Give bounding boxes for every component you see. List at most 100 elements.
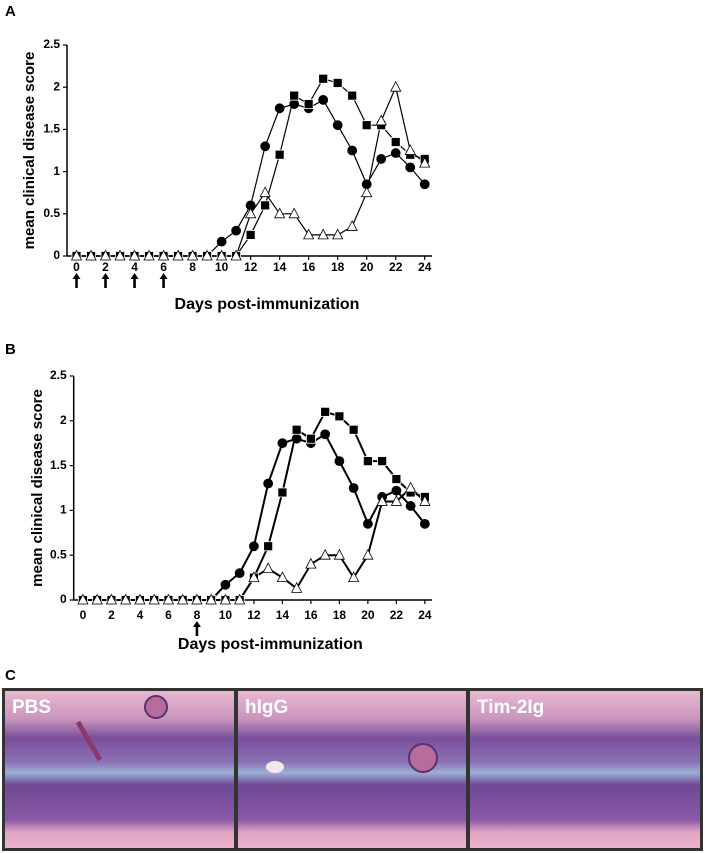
x-tick-label: 6: [165, 608, 172, 622]
point: [201, 249, 213, 261]
point: [404, 144, 416, 155]
point: [404, 481, 417, 493]
x-axis-title: Days post-immunization: [178, 636, 363, 653]
y-tick-label: 0: [60, 592, 67, 606]
point: [291, 433, 302, 444]
point: [290, 581, 303, 593]
x-tick-label: 4: [131, 260, 138, 274]
y-axis-title: mean clinical disease score: [21, 52, 38, 250]
point: [333, 548, 346, 560]
point: [390, 148, 401, 158]
point: [191, 593, 203, 605]
point: [77, 593, 89, 605]
point: [91, 593, 103, 605]
point: [128, 249, 141, 261]
point: [245, 229, 256, 240]
point: [260, 200, 271, 211]
x-tick-label: 6: [160, 260, 167, 274]
x-tick-label: 18: [331, 260, 345, 274]
y-tick-label: 2.5: [43, 37, 60, 51]
point: [262, 562, 274, 574]
point: [348, 483, 359, 493]
point: [320, 406, 331, 417]
x-tick-label: 14: [273, 260, 287, 274]
panel-label: C: [5, 667, 16, 684]
point: [289, 99, 300, 109]
y-tick-label: 0: [53, 248, 60, 262]
point: [390, 495, 403, 506]
point: [148, 593, 160, 605]
point: [276, 571, 289, 582]
point: [419, 518, 430, 529]
image-label: Tim-2Ig: [477, 697, 544, 718]
x-tick-label: 12: [244, 260, 258, 274]
arrow: [159, 273, 168, 288]
histology-panels: PBS hIgG Tim-2Ig: [2, 688, 703, 851]
point: [274, 149, 285, 160]
x-tick-label: 4: [137, 608, 144, 622]
point: [216, 236, 227, 247]
point: [288, 207, 300, 219]
point: [391, 485, 402, 496]
y-tick-label: 2: [53, 79, 60, 93]
x-tick-label: 10: [219, 608, 233, 622]
point: [234, 593, 246, 605]
panel-label: A: [5, 3, 16, 20]
point: [259, 186, 271, 198]
point: [361, 186, 373, 198]
point: [376, 154, 387, 164]
point: [347, 571, 360, 582]
point: [347, 145, 358, 156]
arrow: [101, 273, 110, 288]
x-tick-label: 20: [361, 608, 375, 622]
y-tick-label: 0.5: [50, 547, 67, 561]
y-tick-label: 1.5: [43, 122, 60, 136]
y-tick-label: 2: [60, 413, 67, 427]
point: [177, 593, 189, 605]
point: [375, 114, 387, 126]
point: [215, 249, 228, 261]
y-tick-label: 1.5: [50, 458, 67, 472]
point: [318, 94, 329, 105]
point: [405, 501, 416, 511]
point: [362, 518, 373, 529]
point: [277, 487, 288, 498]
point: [289, 90, 300, 101]
image-label: hIgG: [245, 697, 288, 718]
point: [390, 80, 402, 92]
arrow: [72, 273, 81, 288]
y-axis-title: mean clinical disease score: [29, 389, 46, 587]
point: [346, 220, 358, 231]
point: [390, 137, 401, 147]
arrow: [192, 621, 201, 636]
point: [291, 424, 302, 435]
point: [162, 593, 175, 605]
series-line: [76, 78, 425, 257]
point: [249, 541, 259, 552]
x-tick-label: 16: [302, 260, 316, 274]
x-tick-label: 0: [73, 260, 80, 274]
x-tick-label: 12: [247, 608, 261, 622]
histology-image: [5, 691, 234, 848]
point: [234, 568, 245, 579]
point: [263, 541, 274, 552]
point: [186, 249, 199, 261]
point: [405, 162, 416, 173]
y-tick-label: 0.5: [43, 206, 60, 220]
point: [305, 433, 316, 444]
point: [303, 99, 314, 109]
x-tick-label: 22: [390, 608, 404, 622]
point: [376, 495, 388, 506]
x-tick-label: 16: [304, 608, 318, 622]
x-tick-label: 24: [418, 260, 432, 274]
point: [332, 120, 343, 131]
point: [348, 424, 359, 435]
point: [143, 249, 155, 261]
point: [361, 120, 372, 131]
x-tick-label: 2: [108, 608, 115, 622]
x-tick-label: 20: [360, 260, 374, 274]
point: [419, 495, 431, 506]
